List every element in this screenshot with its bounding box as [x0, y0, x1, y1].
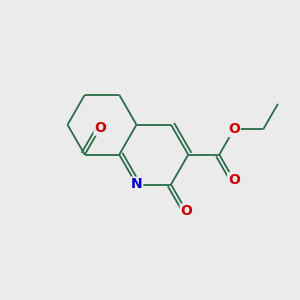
Text: O: O [181, 204, 193, 218]
Text: O: O [228, 122, 240, 136]
Text: O: O [228, 173, 240, 187]
Text: N: N [131, 178, 142, 191]
Text: O: O [94, 121, 106, 135]
